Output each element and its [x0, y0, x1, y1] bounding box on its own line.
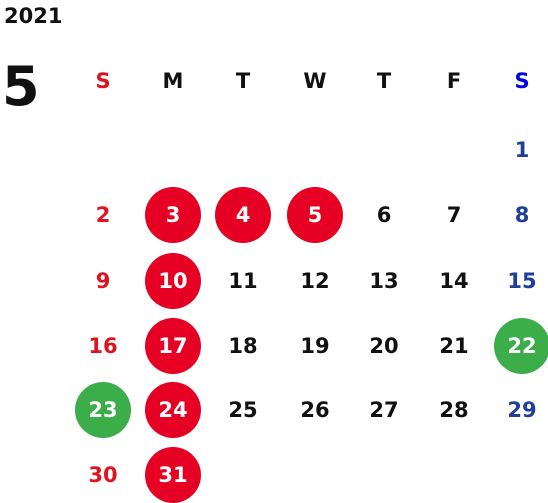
- day-cell[interactable]: 24: [145, 382, 201, 438]
- day-cell[interactable]: 20: [369, 334, 399, 358]
- day-cell[interactable]: 2: [95, 203, 111, 227]
- day-cell[interactable]: 13: [369, 269, 399, 293]
- day-cell[interactable]: 21: [439, 334, 469, 358]
- day-cell[interactable]: 6: [376, 203, 392, 227]
- day-cell[interactable]: 27: [369, 398, 399, 422]
- day-cell[interactable]: 22: [494, 318, 548, 374]
- day-cell[interactable]: 31: [145, 447, 201, 503]
- day-cell[interactable]: 12: [300, 269, 330, 293]
- weekday-header: W: [303, 69, 327, 93]
- day-cell[interactable]: 28: [439, 398, 469, 422]
- day-cell[interactable]: 4: [215, 187, 271, 243]
- day-cell[interactable]: 7: [446, 203, 462, 227]
- day-cell[interactable]: 3: [145, 187, 201, 243]
- day-cell[interactable]: 29: [507, 398, 537, 422]
- weekday-header: T: [376, 69, 392, 93]
- weekday-header: F: [446, 69, 462, 93]
- day-cell[interactable]: 16: [88, 334, 118, 358]
- day-cell[interactable]: 11: [228, 269, 258, 293]
- weekday-header: M: [162, 69, 184, 93]
- day-cell[interactable]: 15: [507, 269, 537, 293]
- day-cell[interactable]: 8: [514, 203, 530, 227]
- day-cell[interactable]: 10: [145, 253, 201, 309]
- weekday-header: T: [235, 69, 251, 93]
- year-label: 2021: [4, 4, 63, 28]
- day-cell[interactable]: 30: [88, 463, 118, 487]
- weekday-header: S: [95, 69, 111, 93]
- day-cell[interactable]: 17: [145, 318, 201, 374]
- day-cell[interactable]: 14: [439, 269, 469, 293]
- weekday-header: S: [514, 69, 530, 93]
- day-cell[interactable]: 19: [300, 334, 330, 358]
- month-number: 5: [2, 55, 40, 118]
- day-cell[interactable]: 26: [300, 398, 330, 422]
- day-cell[interactable]: 25: [228, 398, 258, 422]
- day-cell[interactable]: 5: [287, 187, 343, 243]
- day-cell[interactable]: 9: [95, 269, 111, 293]
- day-cell[interactable]: 18: [228, 334, 258, 358]
- day-cell[interactable]: 23: [75, 382, 131, 438]
- day-cell[interactable]: 1: [514, 138, 530, 162]
